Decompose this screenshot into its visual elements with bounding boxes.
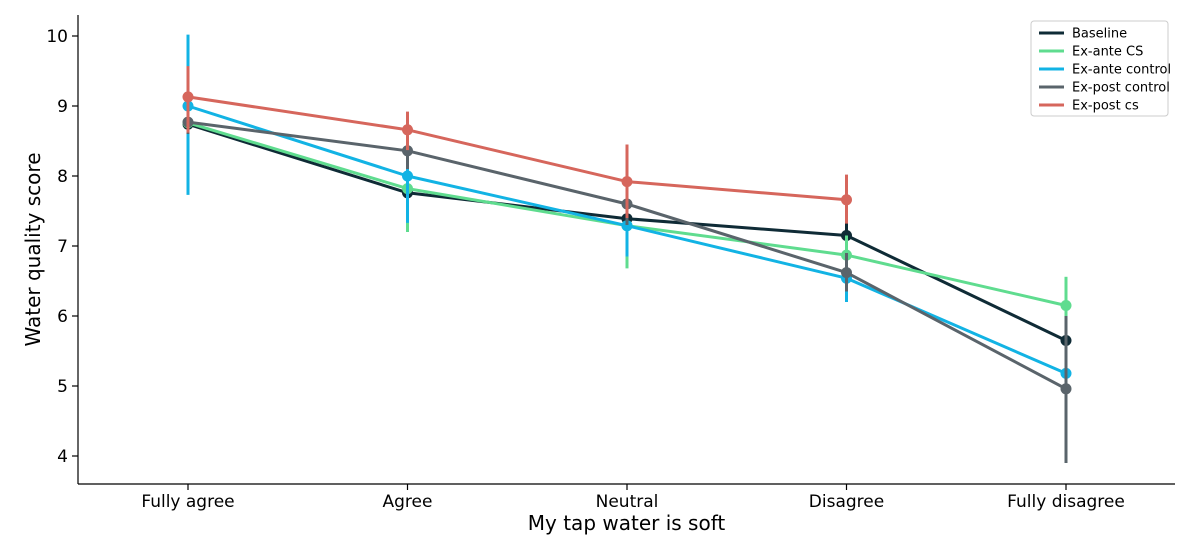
x-tick-label: Agree [383, 492, 433, 512]
data-point [621, 220, 633, 232]
y-axis-title: Water quality score [21, 153, 45, 347]
series-layer [182, 34, 1072, 463]
legend-label: Ex-post control [1072, 81, 1170, 96]
y-tick-label: 4 [57, 447, 68, 467]
x-tick-label: Disagree [809, 492, 884, 512]
y-tick-label: 8 [57, 167, 68, 187]
legend-label: Ex-post cs [1072, 99, 1139, 114]
y-tick-label: 6 [57, 307, 68, 327]
data-point [1060, 383, 1072, 395]
legend-frame [1030, 20, 1169, 117]
data-point [621, 176, 633, 188]
legend: Baseline Ex-ante CS Ex-ante control Ex-post… [1030, 20, 1171, 117]
y-tick-label: 7 [57, 237, 68, 257]
y-tick-label: 9 [57, 97, 68, 117]
legend-label: Baseline [1072, 27, 1127, 42]
data-point [402, 170, 413, 182]
x-axis-title: My tap water is soft [528, 511, 726, 535]
legend-label: Ex-ante CS [1072, 45, 1143, 60]
x-tick-label: Fully disagree [1007, 492, 1125, 512]
y-tick-label: 10 [46, 27, 68, 47]
series-line [187, 95, 847, 202]
data-point [1060, 300, 1072, 311]
x-tick-label: Neutral [596, 492, 659, 512]
data-point [841, 267, 852, 279]
data-point [841, 194, 852, 206]
data-point [402, 145, 413, 157]
series-ex-post-cs [182, 66, 852, 224]
legend-label: Ex-ante control [1072, 63, 1171, 78]
x-tick-label: Fully agree [141, 492, 234, 512]
data-point [182, 91, 194, 103]
data-point [402, 124, 413, 136]
y-tick-label: 5 [57, 377, 68, 397]
axes: 4 5 6 7 8 9 10 Fully agree Agree Neutral Disagree F… [46, 15, 1175, 512]
